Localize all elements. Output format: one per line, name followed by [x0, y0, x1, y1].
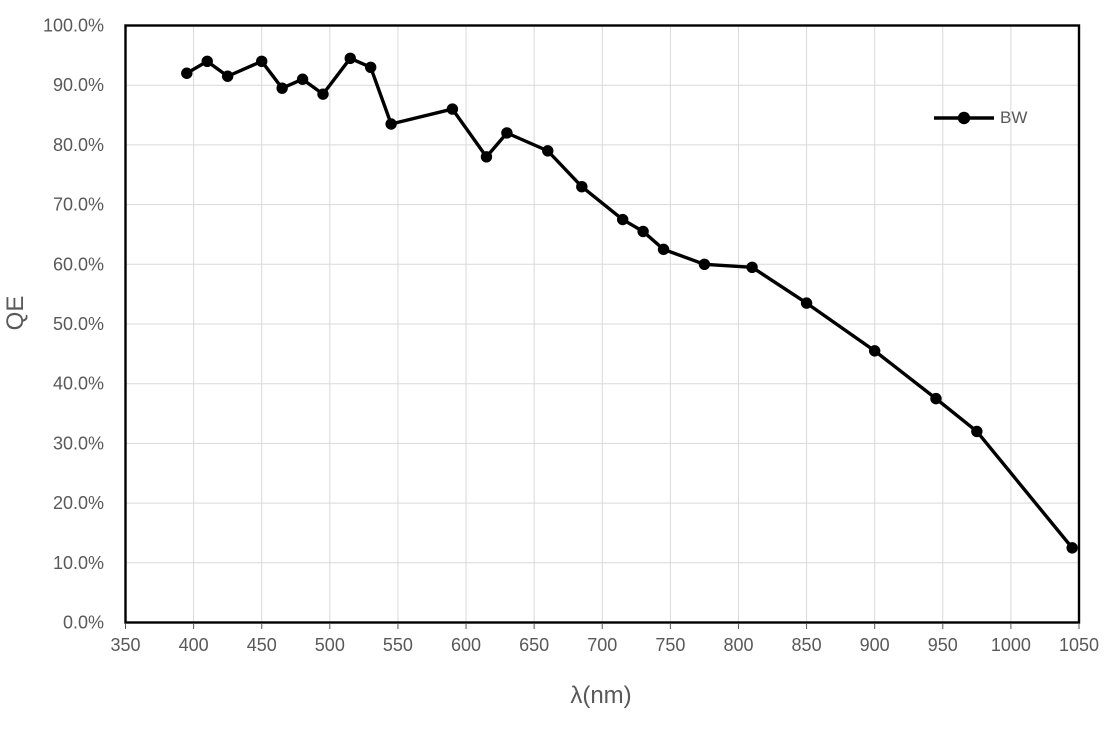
data-point-marker: [296, 73, 309, 85]
x-tick-label: 700: [587, 635, 617, 655]
data-point-marker: [576, 180, 588, 193]
data-point-marker: [1066, 542, 1078, 554]
x-tick-label: 600: [451, 635, 481, 655]
data-point-marker: [868, 345, 881, 357]
x-tick-label: 500: [315, 635, 345, 655]
x-tick-label: 850: [792, 635, 822, 655]
y-tick-label: 20.0%: [53, 493, 104, 513]
y-tick-label: 100.0%: [43, 16, 104, 36]
data-point-marker: [256, 55, 268, 68]
legend-label: BW: [1000, 108, 1028, 127]
x-axis-title: λ(nm): [570, 682, 632, 709]
x-tick-label: 1050: [1059, 635, 1099, 655]
y-tick-label: 40.0%: [53, 374, 104, 394]
series-line-bw: [185, 56, 1074, 550]
y-tick-label: 60.0%: [53, 254, 104, 274]
y-tick-label: 10.0%: [53, 553, 104, 573]
data-point-marker: [746, 261, 758, 273]
data-point-marker: [971, 425, 983, 438]
data-point-marker: [446, 103, 459, 115]
x-tick-label: 400: [179, 635, 209, 655]
data-point-marker: [364, 61, 377, 73]
data-point-marker: [930, 392, 942, 405]
legend-line-marker-icon: [934, 111, 994, 125]
x-tick-label: 650: [519, 635, 549, 655]
x-tick-label: 450: [247, 635, 277, 655]
x-tick-label: 950: [928, 635, 958, 655]
data-point-marker: [480, 151, 493, 163]
data-point-marker: [385, 118, 397, 130]
x-tick-label: 350: [110, 635, 140, 655]
data-point-marker: [657, 243, 670, 256]
x-tick-label: 800: [723, 635, 753, 655]
data-point-marker: [344, 52, 356, 65]
data-point-marker: [221, 70, 234, 82]
y-tick-label: 30.0%: [53, 433, 104, 453]
data-point-marker: [698, 258, 711, 270]
x-tick-label: 750: [655, 635, 685, 655]
data-point-marker: [542, 145, 554, 157]
y-axis-title: QE: [2, 295, 29, 331]
y-tick-label: 0.0%: [63, 613, 104, 633]
y-tick-label: 90.0%: [53, 75, 104, 95]
x-tick-label: 900: [860, 635, 890, 655]
data-point-marker: [501, 127, 513, 139]
data-point-marker: [317, 88, 329, 100]
legend: BW: [933, 107, 1027, 129]
x-tick-label: 550: [383, 635, 413, 655]
y-tick-label: 50.0%: [53, 314, 104, 334]
data-point-marker: [637, 225, 649, 238]
data-point-marker: [181, 67, 193, 79]
plot-border: [124, 24, 1081, 624]
data-point-marker: [616, 213, 629, 226]
data-point-marker: [800, 297, 813, 309]
data-point-marker: [201, 55, 213, 68]
y-tick-label: 80.0%: [53, 135, 104, 155]
data-point-marker: [276, 82, 288, 94]
y-tick-label: 70.0%: [53, 195, 104, 215]
x-tick-label: 1000: [991, 635, 1031, 655]
